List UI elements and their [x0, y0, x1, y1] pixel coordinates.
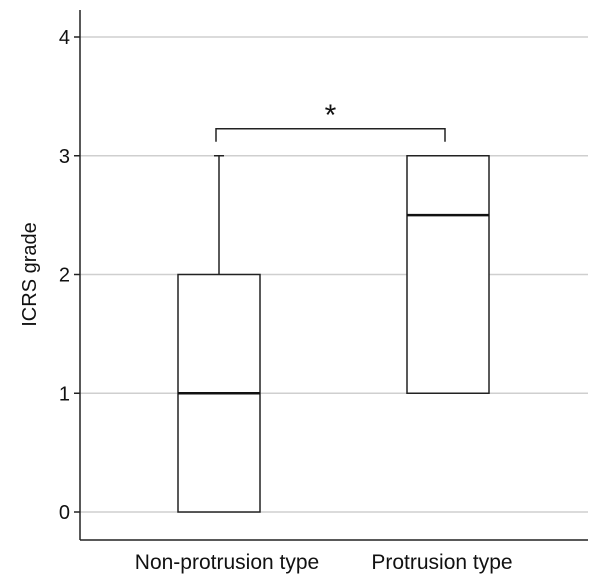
y-tick-labels: 0 1 2 3 4 [59, 27, 80, 524]
gridlines [80, 36, 588, 513]
box-group [406, 155, 490, 394]
significance-star: * [325, 99, 337, 132]
y-axis-label: ICRS grade [19, 222, 41, 327]
y-tick-label: 1 [59, 383, 70, 405]
iqr-box [406, 155, 490, 394]
category-label: Protrusion type [371, 551, 512, 574]
y-tick-label: 4 [59, 27, 70, 49]
box-group [177, 155, 261, 513]
category-label: Non-protrusion type [135, 551, 319, 574]
y-tick-label: 0 [59, 502, 70, 524]
significance-bracket [215, 128, 446, 142]
y-tick-label: 2 [59, 265, 70, 287]
y-tick-label: 3 [59, 146, 70, 168]
significance-annotation: * [215, 99, 446, 142]
category-labels: Non-protrusion type Protrusion type [135, 551, 513, 574]
boxes [177, 155, 490, 513]
